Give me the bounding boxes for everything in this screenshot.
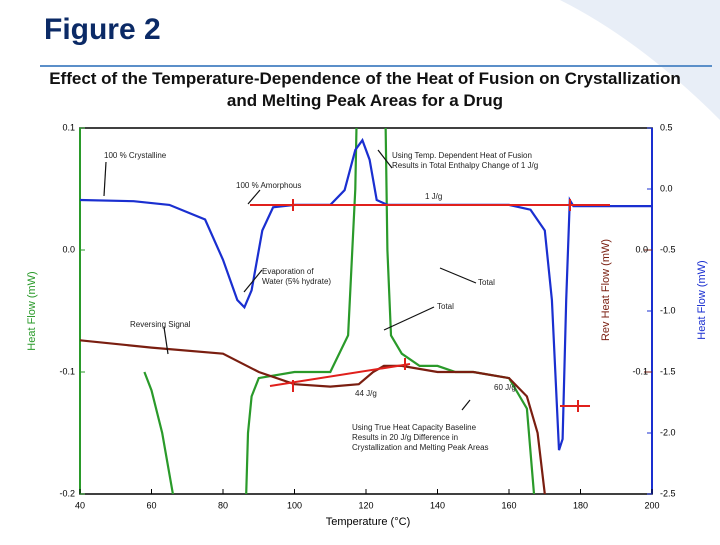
x-tick-label: 140 <box>430 500 445 510</box>
x-tick-label: 160 <box>501 500 516 510</box>
annotation: Using Temp. Dependent Heat of Fusion <box>392 151 532 160</box>
decoration <box>560 0 720 120</box>
x-axis-label: Temperature (°C) <box>326 516 410 528</box>
x-tick-label: 60 <box>146 500 156 510</box>
series-line <box>80 137 652 451</box>
subtitle-box: Effect of the Temperature-Dependence of … <box>49 69 681 110</box>
annotation: Total <box>437 302 454 311</box>
y2-tick-label: -1.0 <box>660 305 676 315</box>
y2-tick-label: -1.5 <box>660 366 676 376</box>
x-tick-label: 80 <box>218 500 228 510</box>
annotation: 100 % Crystalline <box>104 151 167 160</box>
chart-title: Effect of the Temperature-Dependence of … <box>49 69 681 110</box>
series-line <box>80 339 546 494</box>
slide-title: Figure 2 <box>44 13 161 46</box>
y-tick-label: 0.1 <box>62 122 75 132</box>
baselines <box>250 199 610 412</box>
y2-axis-label: Heat Flow (mW) <box>696 260 708 339</box>
annotation: Water (5% hydrate) <box>262 277 331 286</box>
arrows <box>103 149 477 411</box>
y-axis-label: Heat Flow (mW) <box>26 271 38 350</box>
y3-tick-label: -0.1 <box>632 366 648 376</box>
y-tick-label: 0.0 <box>62 244 75 254</box>
y-tick-label: -0.2 <box>59 488 75 498</box>
annotation: Results in Total Enthalpy Change of 1 J/… <box>392 161 538 170</box>
series-line <box>143 128 536 494</box>
annotation: Using True Heat Capacity Baseline <box>352 423 477 432</box>
y2-tick-label: 0.0 <box>660 183 673 193</box>
annotation: Reversing Signal <box>130 320 191 329</box>
annotation: 60 J/g <box>494 383 516 392</box>
annotation: Crystallization and Melting Peak Areas <box>352 443 489 452</box>
y2-tick-label: -0.5 <box>660 244 676 254</box>
x-tick-label: 200 <box>644 500 659 510</box>
y3-axis-label: Rev Heat Flow (mW) <box>600 239 612 341</box>
annotation: Evaporation of <box>262 267 314 276</box>
annotation: Total <box>478 278 495 287</box>
y-tick-label: -0.1 <box>59 366 75 376</box>
y2-tick-label: 0.5 <box>660 122 673 132</box>
y3-tick-label: 0.0 <box>635 244 648 254</box>
y2-tick-label: -2.0 <box>660 427 676 437</box>
x-tick-label: 40 <box>75 500 85 510</box>
x-tick-label: 180 <box>573 500 588 510</box>
plot: 40 60 80 100 120 140 160 180 200 -0.2 -0.1 0.0 0.1 0.… <box>59 122 676 510</box>
annotation: Results in 20 J/g Difference in <box>352 433 458 442</box>
annotation: 44 J/g <box>355 389 377 398</box>
annotation: 100 % Amorphous <box>236 181 301 190</box>
y2-tick-label: -2.5 <box>660 488 676 498</box>
x-tick-label: 100 <box>287 500 302 510</box>
annotation: 1 J/g <box>425 192 442 201</box>
x-tick-label: 120 <box>358 500 373 510</box>
